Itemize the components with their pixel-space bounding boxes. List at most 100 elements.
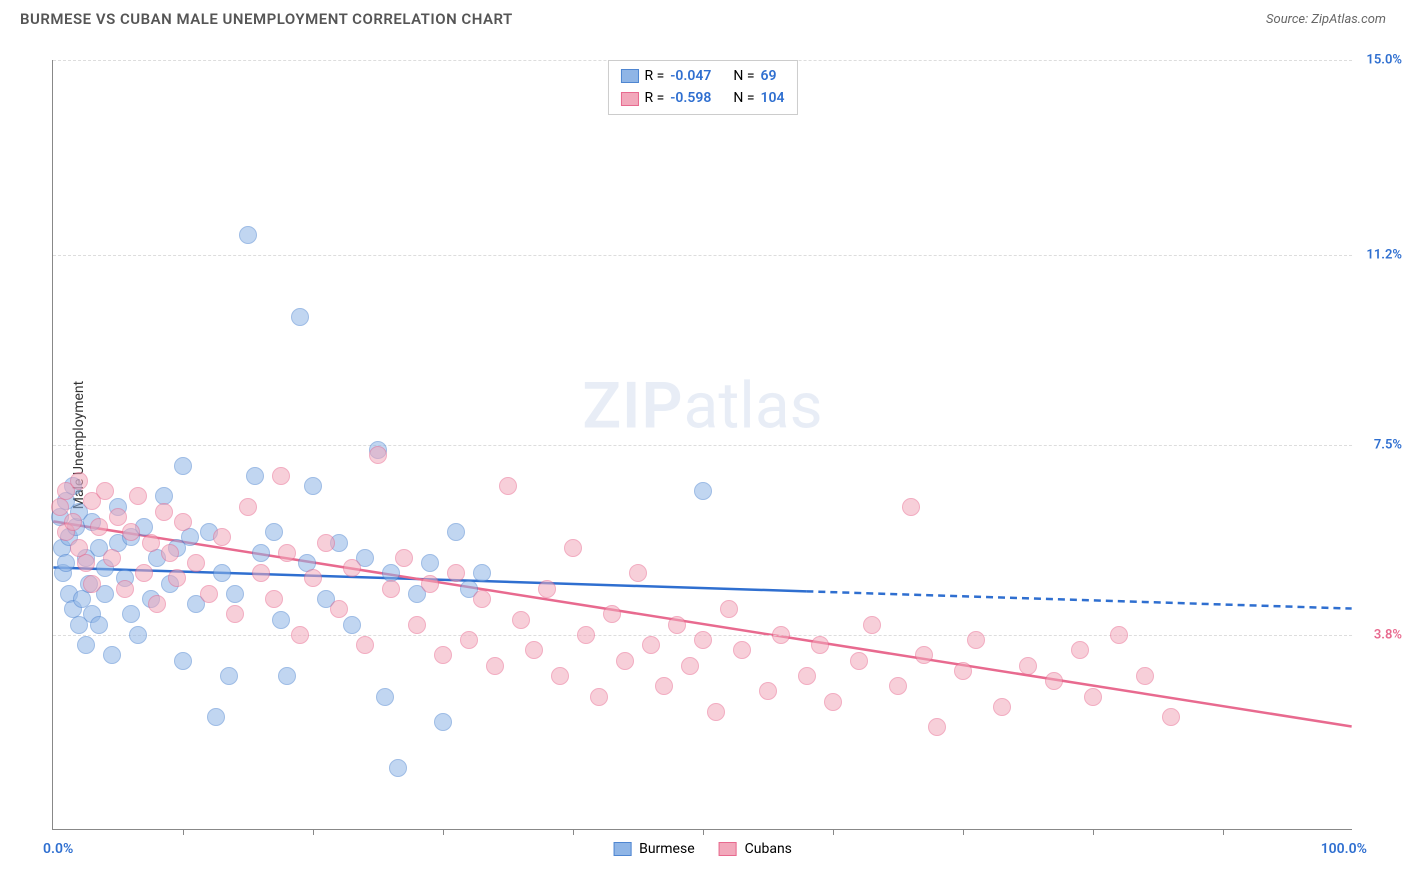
data-point	[1136, 667, 1154, 685]
legend-swatch	[620, 69, 638, 83]
r-value: -0.598	[670, 87, 711, 109]
x-tick	[183, 829, 184, 835]
data-point	[733, 641, 751, 659]
legend-swatch	[719, 842, 737, 856]
y-tick-label: 3.8%	[1374, 627, 1402, 642]
data-point	[213, 528, 231, 546]
data-point	[889, 677, 907, 695]
data-point	[1071, 641, 1089, 659]
data-point	[1162, 708, 1180, 726]
data-point	[434, 646, 452, 664]
data-point	[122, 605, 140, 623]
data-point	[1110, 626, 1128, 644]
data-point	[668, 616, 686, 634]
data-point	[512, 611, 530, 629]
data-point	[694, 631, 712, 649]
data-point	[434, 713, 452, 731]
data-point	[707, 703, 725, 721]
data-point	[473, 564, 491, 582]
data-point	[135, 564, 153, 582]
data-point	[993, 698, 1011, 716]
data-point	[51, 498, 69, 516]
data-point	[389, 759, 407, 777]
y-tick-label: 11.2%	[1366, 248, 1402, 263]
data-point	[408, 616, 426, 634]
data-point	[928, 718, 946, 736]
data-point	[421, 554, 439, 572]
legend-swatch	[620, 92, 638, 106]
r-label: R =	[644, 65, 664, 87]
legend-stat-row: R = -0.047N = 69	[620, 65, 784, 87]
data-point	[226, 605, 244, 623]
data-point	[395, 549, 413, 567]
x-tick	[1093, 829, 1094, 835]
data-point	[57, 554, 75, 572]
data-point	[343, 559, 361, 577]
data-point	[239, 226, 257, 244]
data-point	[207, 708, 225, 726]
data-point	[291, 626, 309, 644]
data-point	[1084, 688, 1102, 706]
data-point	[90, 616, 108, 634]
data-point	[116, 580, 134, 598]
data-point	[824, 693, 842, 711]
x-axis-min-label: 0.0%	[43, 841, 73, 857]
gridline	[53, 445, 1352, 446]
data-point	[811, 636, 829, 654]
chart-title: BURMESE VS CUBAN MALE UNEMPLOYMENT CORRE…	[20, 10, 513, 28]
data-point	[473, 590, 491, 608]
data-point	[369, 446, 387, 464]
data-point	[655, 677, 673, 695]
legend-stat-row: R = -0.598 N = 104	[620, 87, 784, 109]
data-point	[291, 308, 309, 326]
r-label: R =	[644, 87, 664, 109]
legend-swatch	[613, 842, 631, 856]
data-point	[551, 667, 569, 685]
data-point	[304, 477, 322, 495]
data-point	[200, 585, 218, 603]
source-attribution: Source: ZipAtlas.com	[1266, 12, 1386, 27]
x-tick	[1223, 829, 1224, 835]
data-point	[538, 580, 556, 598]
data-point	[278, 544, 296, 562]
legend-item: Cubans	[719, 841, 792, 857]
data-point	[148, 595, 166, 613]
n-value: 104	[761, 87, 785, 109]
series-name: Cubans	[745, 841, 792, 857]
data-point	[850, 652, 868, 670]
y-tick-label: 15.0%	[1366, 53, 1402, 68]
data-point	[720, 600, 738, 618]
x-tick	[833, 829, 834, 835]
y-tick-label: 7.5%	[1374, 438, 1402, 453]
data-point	[759, 682, 777, 700]
data-point	[103, 646, 121, 664]
data-point	[90, 518, 108, 536]
data-point	[902, 498, 920, 516]
n-label: N =	[733, 65, 754, 87]
data-point	[694, 482, 712, 500]
data-point	[376, 688, 394, 706]
data-point	[1045, 672, 1063, 690]
data-point	[252, 544, 270, 562]
data-point	[220, 667, 238, 685]
gridline	[53, 255, 1352, 256]
n-label: N =	[733, 87, 754, 109]
series-name: Burmese	[639, 841, 695, 857]
data-point	[252, 564, 270, 582]
legend-item: Burmese	[613, 841, 695, 857]
data-point	[798, 667, 816, 685]
data-point	[142, 534, 160, 552]
data-point	[77, 554, 95, 572]
data-point	[863, 616, 881, 634]
data-point	[96, 482, 114, 500]
data-point	[603, 605, 621, 623]
data-point	[213, 564, 231, 582]
data-point	[129, 487, 147, 505]
data-point	[77, 636, 95, 654]
data-point	[109, 508, 127, 526]
data-point	[103, 549, 121, 567]
x-tick	[963, 829, 964, 835]
data-point	[915, 646, 933, 664]
data-point	[181, 528, 199, 546]
data-point	[239, 498, 257, 516]
